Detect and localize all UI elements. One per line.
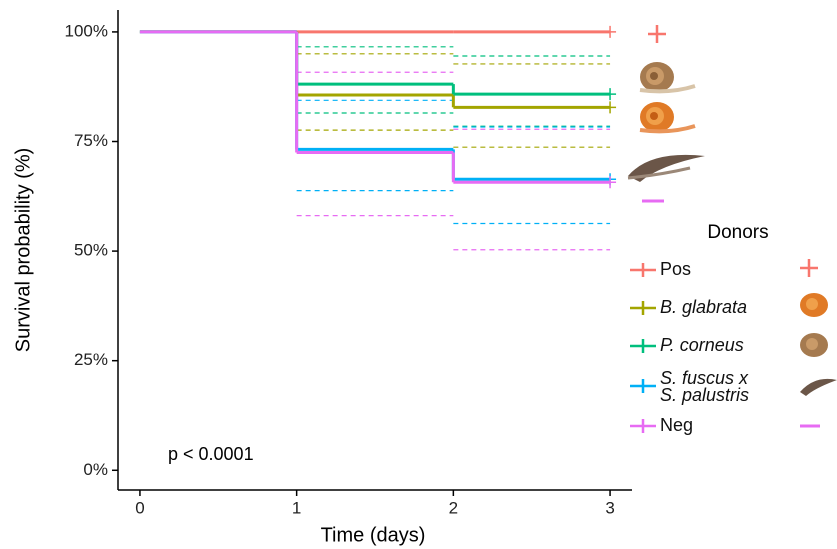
- legend-label: Neg: [660, 417, 760, 434]
- y-tick-label: 25%: [74, 350, 108, 369]
- censor-mark: [604, 88, 616, 100]
- x-tick-label: 0: [135, 498, 144, 517]
- x-axis-title: Time (days): [321, 524, 426, 546]
- y-tick-label: 75%: [74, 131, 108, 150]
- legend-label: P. corneus: [660, 337, 760, 354]
- censor-mark: [604, 26, 616, 38]
- page: Time (days) Survival probability (%) p <…: [0, 0, 837, 549]
- legend-key: [630, 379, 656, 393]
- legend-key: [630, 301, 656, 315]
- icons: [628, 25, 705, 201]
- legend-icons: [800, 259, 837, 426]
- y-tick-label: 0%: [83, 460, 108, 479]
- y-axis-title: Survival probability (%): [12, 148, 34, 353]
- annotation: p < 0.0001: [168, 444, 254, 464]
- censor-mark: [604, 101, 616, 113]
- legend-key: [630, 339, 656, 353]
- legend-key: [630, 419, 656, 433]
- y-tick-label: 50%: [74, 241, 108, 260]
- x-tick-label: 3: [605, 498, 614, 517]
- legend-key: [630, 263, 656, 277]
- legend-label: B. glabrata: [660, 299, 760, 316]
- legend-label: Pos: [660, 261, 760, 278]
- y-tick-label: 100%: [65, 21, 108, 40]
- legend-title: Donors: [707, 222, 768, 243]
- legend-label: S. fuscus x S. palustris: [660, 370, 760, 404]
- x-tick-label: 1: [292, 498, 301, 517]
- x-tick-label: 2: [449, 498, 458, 517]
